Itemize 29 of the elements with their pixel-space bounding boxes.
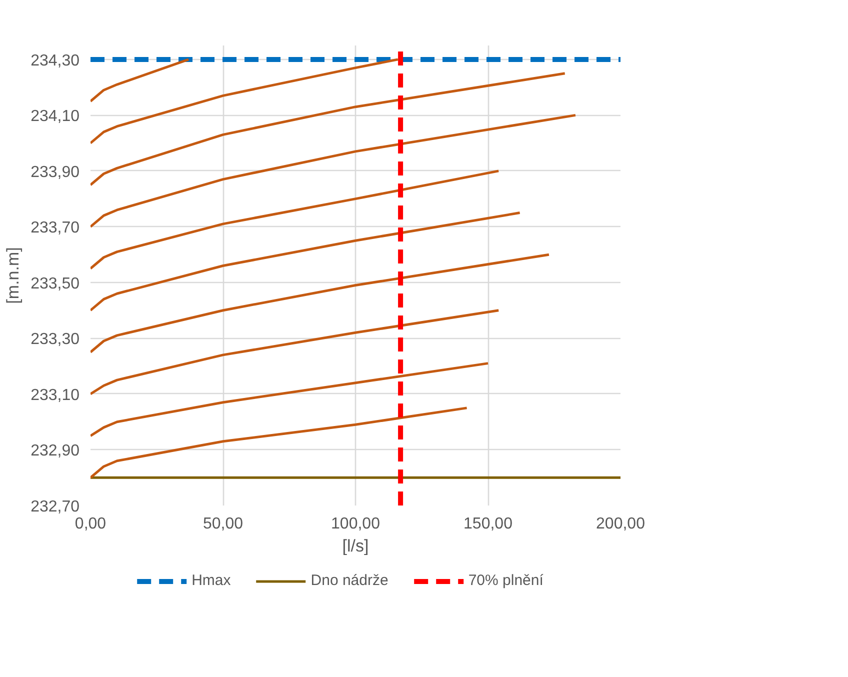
- line-series: [90, 170, 500, 270]
- y-tick-label: 233,10: [30, 386, 80, 404]
- legend-label: Hmax: [192, 572, 231, 589]
- line-series: [90, 58, 190, 103]
- x-axis-title: [l/s]: [342, 536, 369, 556]
- y-tick-label: 233,70: [30, 220, 80, 237]
- y-axis-title: [m.n.m]: [4, 247, 23, 304]
- line-series: [90, 114, 577, 228]
- legend-label: 70% plnění: [468, 572, 544, 589]
- line-series: [90, 212, 522, 312]
- x-tick-label: 100,00: [331, 516, 380, 532]
- x-tick-label: 50,00: [202, 516, 244, 532]
- x-tick-label: 200,00: [596, 516, 646, 532]
- y-tick-label: 234,10: [30, 108, 80, 126]
- x-tick-label: 150,00: [464, 516, 513, 532]
- line-series: [90, 309, 500, 396]
- line-series: [90, 406, 468, 479]
- line-series: [90, 362, 490, 438]
- y-tick-label: 232,90: [30, 442, 80, 460]
- legend-label: Dno nádrže: [310, 572, 388, 589]
- line-series: [90, 253, 550, 354]
- line-series: [90, 58, 400, 144]
- line-series: [90, 72, 566, 186]
- y-tick-label: 234,30: [30, 52, 80, 70]
- y-tick-label: 233,30: [30, 331, 80, 348]
- y-tick-label: 233,50: [30, 275, 80, 292]
- y-tick-label: 233,90: [30, 164, 80, 181]
- x-tick-label: 0,00: [74, 516, 106, 532]
- y-tick-label: 232,70: [30, 498, 80, 516]
